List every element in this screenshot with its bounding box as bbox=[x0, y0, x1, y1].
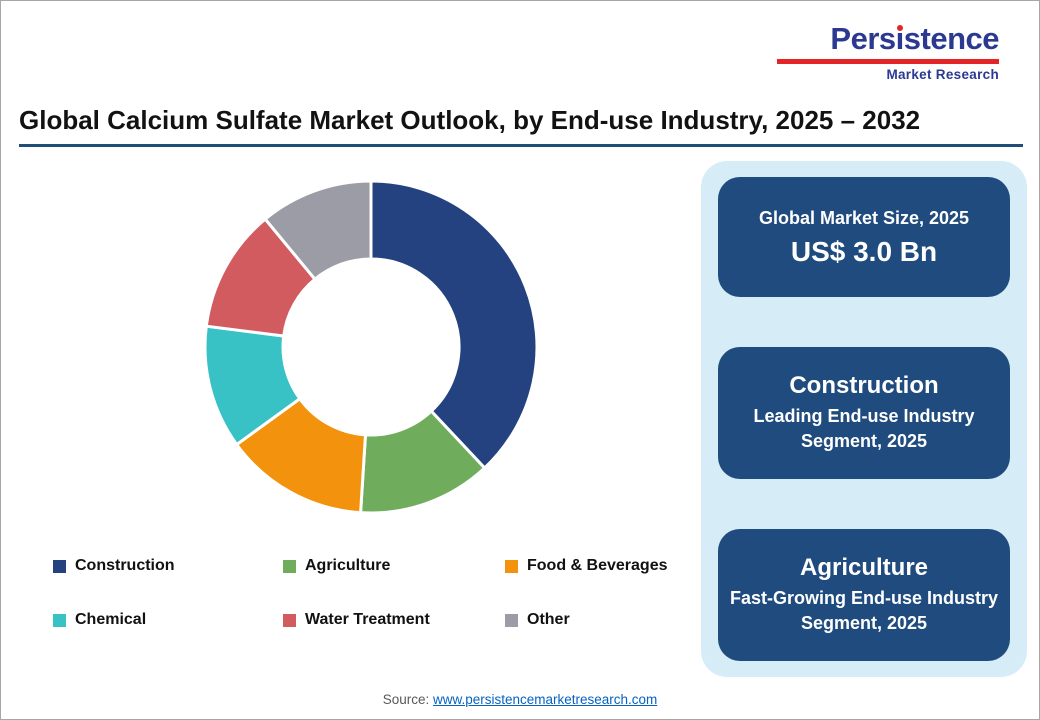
market-size-value: US$ 3.0 Bn bbox=[790, 235, 938, 267]
market-size-label: Global Market Size, 2025 bbox=[758, 208, 970, 229]
legend-swatch-construction bbox=[53, 559, 66, 573]
logo-text-pre: Pers bbox=[830, 21, 896, 56]
donut-segment-5 bbox=[263, 179, 373, 281]
legend-swatch-other bbox=[505, 613, 518, 627]
company-logo: Persıstence Market Research bbox=[777, 21, 1000, 82]
legend-label: Chemical bbox=[75, 611, 147, 628]
title-underline bbox=[19, 144, 1023, 147]
fast-growing-segment-name: Agriculture bbox=[799, 553, 928, 581]
fast-growing-segment-desc: Fast-Growing End-use Industry Segment, 2… bbox=[730, 587, 999, 633]
source-link[interactable]: www.persistencemarketresearch.com bbox=[432, 692, 658, 707]
legend-swatch-food-beverages bbox=[505, 559, 518, 573]
legend-label: Construction bbox=[75, 557, 175, 574]
legend-swatch-chemical bbox=[53, 613, 66, 627]
legend-label: Water Treatment bbox=[305, 611, 430, 628]
legend-swatch-agriculture bbox=[283, 559, 296, 573]
legend-item-chemical: Chemical bbox=[53, 611, 283, 629]
market-size-card: Global Market Size, 2025 US$ 3.0 Bn bbox=[718, 177, 1010, 297]
legend-label: Agriculture bbox=[305, 557, 391, 574]
leading-segment-desc: Leading End-use Industry Segment, 2025 bbox=[753, 405, 975, 451]
legend-item-water-treatment: Water Treatment bbox=[283, 611, 505, 629]
leading-segment-name: Construction bbox=[789, 371, 939, 399]
leading-segment-card: Construction Leading End-use Industry Se… bbox=[718, 347, 1010, 479]
legend-swatch-water-treatment bbox=[283, 613, 296, 627]
donut-chart bbox=[203, 179, 539, 515]
legend-item-agriculture: Agriculture bbox=[283, 557, 505, 575]
logo-red-bar bbox=[777, 58, 999, 64]
legend-item-food-beverages: Food & Beverages bbox=[505, 557, 698, 575]
legend-item-construction: Construction bbox=[53, 557, 283, 575]
donut-segment-0 bbox=[369, 179, 539, 470]
highlights-panel: Global Market Size, 2025 US$ 3.0 Bn Cons… bbox=[701, 161, 1027, 677]
chart-legend: Construction Agriculture Food & Beverage… bbox=[53, 557, 698, 629]
logo-red-dot-i: ı bbox=[895, 21, 905, 56]
page-title: Global Calcium Sulfate Market Outlook, b… bbox=[19, 105, 921, 135]
source-prefix: Source: bbox=[382, 692, 433, 707]
legend-label: Other bbox=[527, 611, 570, 628]
logo-text-post: stence bbox=[903, 21, 1000, 56]
fast-growing-segment-card: Agriculture Fast-Growing End-use Industr… bbox=[718, 529, 1010, 661]
logo-wordmark: Persıstence bbox=[777, 21, 1000, 56]
legend-label: Food & Beverages bbox=[527, 557, 668, 574]
logo-subtitle: Market Research bbox=[886, 66, 999, 82]
source-line: Source: www.persistencemarketresearch.co… bbox=[1, 692, 1039, 707]
legend-item-other: Other bbox=[505, 611, 698, 629]
